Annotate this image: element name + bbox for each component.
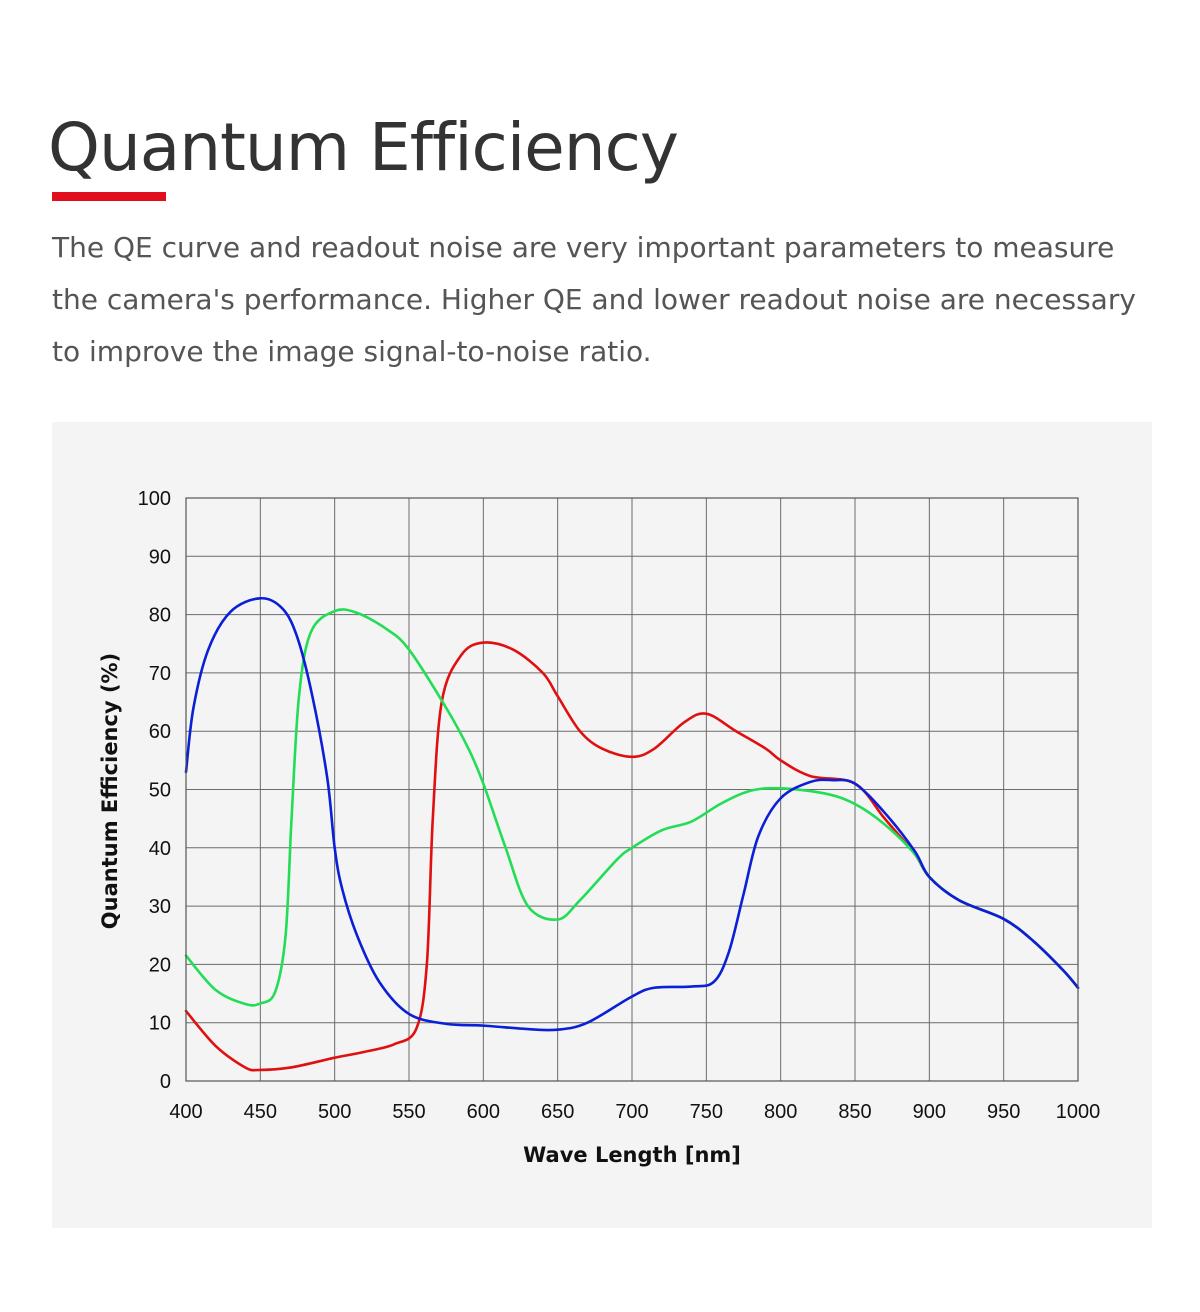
plot-border xyxy=(185,497,1079,1082)
y-tick-label: 100 xyxy=(138,488,171,510)
intro-paragraph: The QE curve and readout noise are very … xyxy=(52,231,1136,368)
x-tick-label: 1000 xyxy=(1056,1101,1101,1123)
y-tick-label: 80 xyxy=(149,605,171,627)
page-title: Quantum Efficiency xyxy=(48,109,679,186)
y-tick-label: 40 xyxy=(149,838,171,860)
x-axis-label: Wave Length [nm] xyxy=(523,1143,741,1167)
x-tick-label: 400 xyxy=(169,1101,202,1123)
x-tick-label: 700 xyxy=(615,1101,648,1123)
y-tick-label: 50 xyxy=(149,780,171,802)
chart-grid xyxy=(185,497,1079,1082)
y-tick-label: 60 xyxy=(149,721,171,743)
x-tick-label: 750 xyxy=(690,1101,723,1123)
series-line-green xyxy=(184,608,1080,1007)
x-tick-label: 550 xyxy=(392,1101,425,1123)
x-tick-label: 450 xyxy=(244,1101,277,1123)
x-tick-label: 800 xyxy=(764,1101,797,1123)
y-tick-label: 10 xyxy=(149,1013,171,1035)
series-line-blue xyxy=(184,596,1080,1032)
title-underline xyxy=(52,192,166,201)
x-tick-labels: 400 450 500 550 600 650 700 750 800 850 900 950 1000 xyxy=(169,1101,1100,1123)
x-tick-label: 600 xyxy=(467,1101,500,1123)
y-tick-label: 0 xyxy=(160,1071,171,1093)
qe-chart: 400 450 500 550 600 650 700 750 800 850 900 950 1000… xyxy=(98,488,1100,1167)
chart-series-group xyxy=(184,596,1080,1072)
chart-panel: 400 450 500 550 600 650 700 750 800 850 900 950 1000… xyxy=(52,422,1152,1228)
chart-frame xyxy=(185,497,1079,1082)
y-tick-label: 20 xyxy=(149,954,171,976)
x-tick-label: 650 xyxy=(541,1101,574,1123)
x-tick-label: 850 xyxy=(838,1101,871,1123)
y-tick-label: 30 xyxy=(149,896,171,918)
x-tick-label: 950 xyxy=(987,1101,1020,1123)
y-tick-label: 90 xyxy=(149,546,171,568)
x-tick-label: 500 xyxy=(318,1101,351,1123)
x-tick-label: 900 xyxy=(913,1101,946,1123)
y-axis-label: Quantum Efficiency (%) xyxy=(98,653,122,929)
y-tick-label: 70 xyxy=(149,663,171,685)
y-tick-labels: 0 10 20 30 40 50 60 70 80 90 100 xyxy=(138,488,171,1093)
